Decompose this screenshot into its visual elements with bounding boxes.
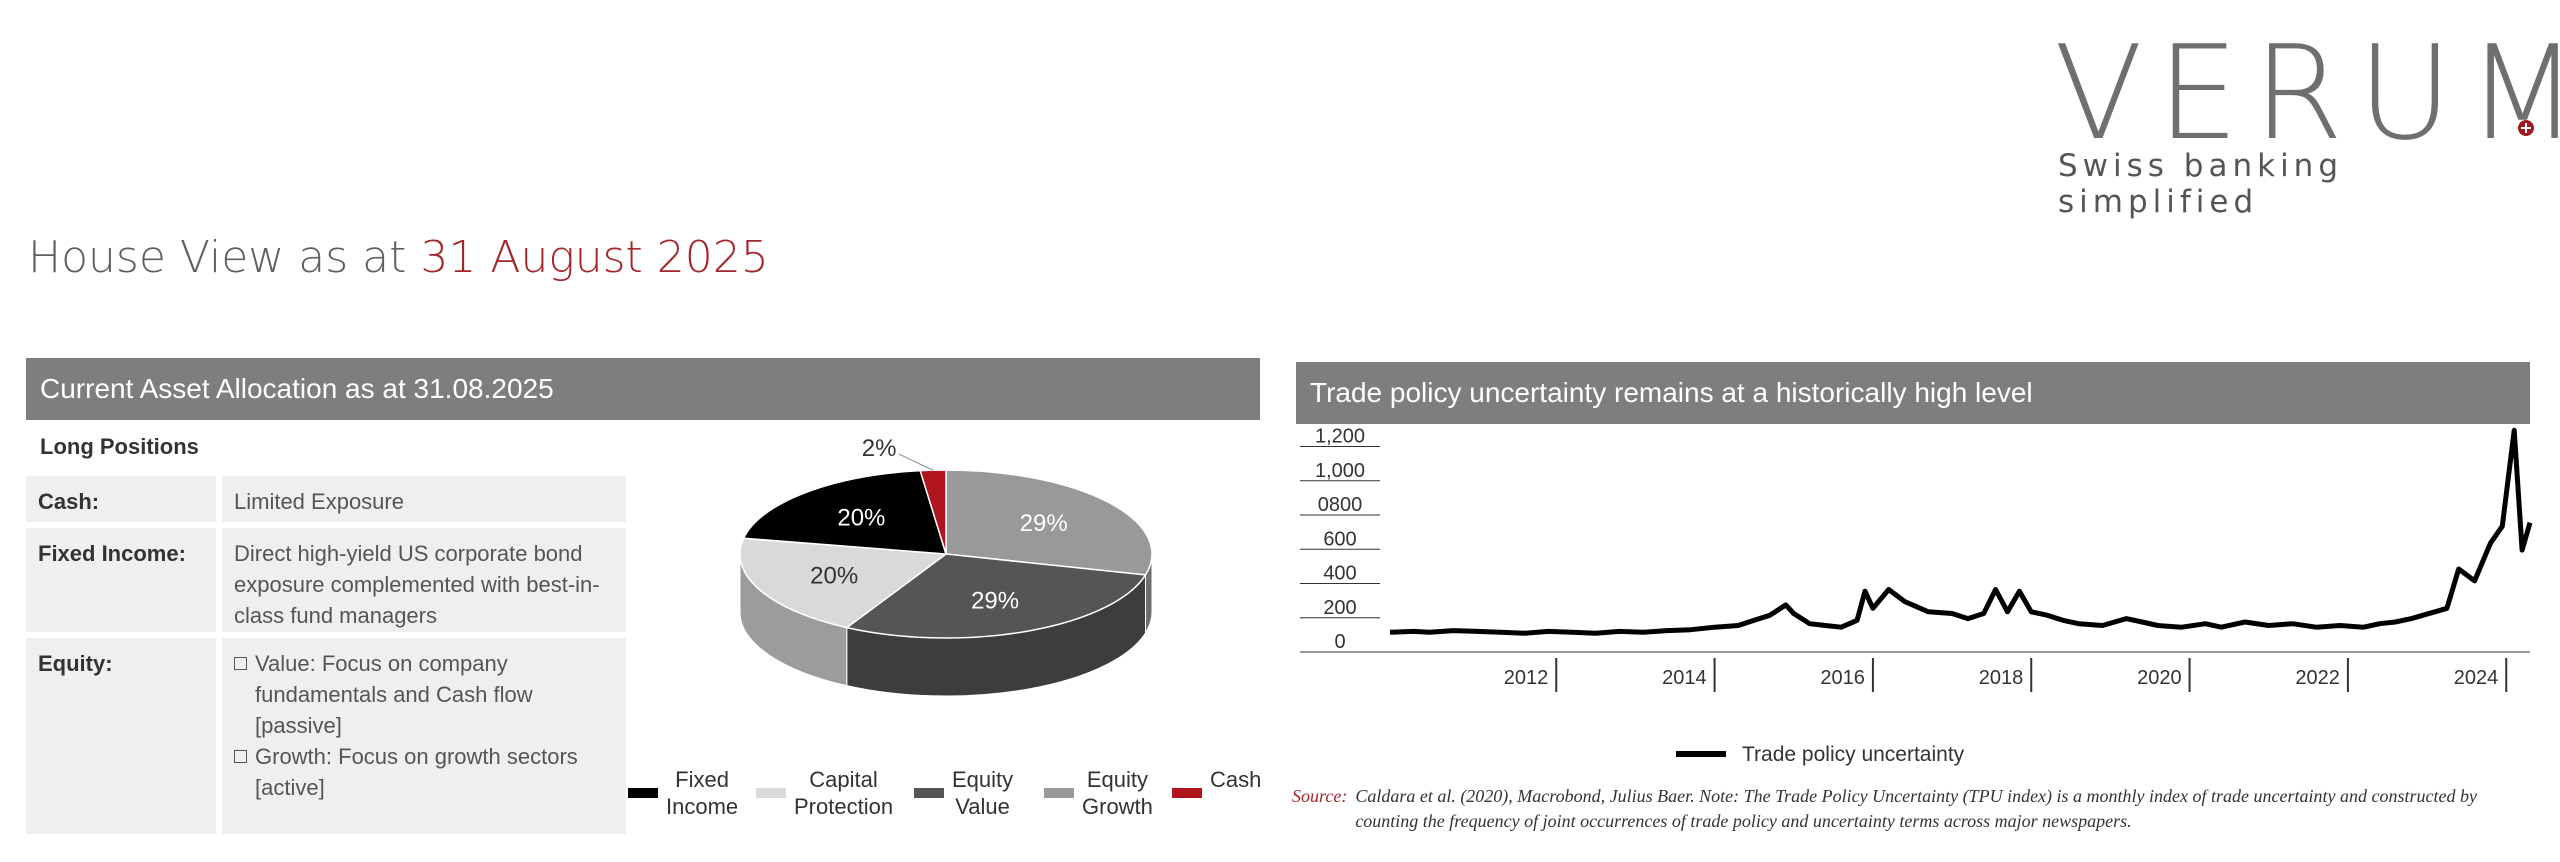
pie-label-fixed-income: 20% [837, 504, 885, 531]
x-tick-label: 2024 [2454, 667, 2499, 689]
y-tick-label: 600 [1323, 528, 1356, 550]
pie-legend-swatch [628, 788, 658, 798]
bullet-square-icon [234, 657, 247, 670]
cash-row-value: Limited Exposure [222, 476, 626, 522]
x-tick-label: 2014 [1662, 667, 1707, 689]
pie-label-equity-value: 29% [971, 587, 1019, 614]
equity-item-value: Value: Focus on company fundamentals and… [234, 648, 614, 741]
pie-legend-swatch [914, 788, 944, 798]
y-tick-label: 200 [1323, 597, 1356, 619]
source-text: Caldara et al. (2020), Macrobond, Julius… [1355, 786, 2477, 831]
pie-legend-label: Equity Growth [1082, 767, 1153, 819]
pie-label-cash: 2% [862, 435, 897, 462]
pie-label-capital-protection: 20% [810, 562, 858, 589]
equity-row-label: Equity: [26, 638, 216, 834]
allocation-header: Current Asset Allocation as at 31.08.202… [26, 358, 1260, 420]
equity-row-value: Value: Focus on company fundamentals and… [222, 638, 626, 834]
source-label: Source: [1292, 786, 1348, 806]
cash-row-label: Cash: [26, 476, 216, 522]
pie-legend-swatch [1044, 788, 1074, 798]
long-positions-label: Long Positions [40, 434, 199, 459]
x-tick-label: 2016 [1820, 667, 1865, 689]
page-title: House View as at 31 August 2025 [28, 232, 769, 283]
allocation-pie-chart: 29% 29% 20% 20% 2% [739, 435, 1153, 697]
y-tick-label: 400 [1323, 563, 1356, 585]
pie-legend-label: Equity Value [952, 767, 1014, 819]
logo-wordmark: VERUM [2054, 17, 2560, 169]
bullet-square-icon [234, 750, 247, 763]
x-tick-label: 2020 [2137, 667, 2182, 689]
logo-tagline: Swiss banking simplified [2058, 148, 2344, 220]
x-tick-label: 2012 [1504, 667, 1549, 689]
equity-item-growth: Growth: Focus on growth sectors [active] [234, 741, 614, 803]
pie-legend-label: Capital Protection [794, 767, 894, 819]
pie-slice-equity-value [844, 553, 1147, 639]
fixed-income-row-value: Direct high-yield US corporate bond expo… [222, 528, 626, 632]
page-title-date: 31 August 2025 [420, 232, 769, 283]
pie-slice-capital-protection [739, 537, 949, 629]
tpu-line-chart: 0 200 400 600 0800 1,000 1,200 2012 2014 2016 2018… [1300, 426, 2533, 766]
tpu-chart-header: Trade policy uncertainty remains at a hi… [1296, 362, 2530, 424]
line-legend-label: Trade policy uncertainty [1742, 743, 1965, 766]
verum-logo: VERUM Swiss banking simplified [2046, 28, 2560, 220]
x-tick-label: 2018 [1979, 667, 2024, 689]
pie-label-equity-growth: 29% [1020, 510, 1068, 537]
y-tick-label: 1,200 [1315, 426, 1365, 448]
x-tick-label: 2022 [2295, 667, 2340, 689]
page-title-prefix: House View as at [28, 232, 407, 283]
pie-legend-label: Cash [1210, 767, 1262, 792]
fixed-income-row-label: Fixed Income: [26, 528, 216, 632]
pie-slice-fixed-income [742, 469, 948, 555]
logo-cross-dot-icon [2518, 120, 2534, 136]
y-tick-label: 0 [1334, 631, 1345, 653]
pie-leader-line [898, 453, 934, 471]
pie-legend-swatch [1172, 788, 1202, 798]
y-tick-label: 1,000 [1315, 460, 1365, 482]
pie-legend-label: Fixed Income [666, 767, 739, 819]
pie-slice-equity-growth [945, 469, 1153, 576]
y-tick-label: 0800 [1318, 494, 1363, 516]
source-note: Source: Caldara et al. (2020), Macrobond,… [1292, 784, 2532, 834]
pie-legend-swatch [756, 788, 786, 798]
series-line-trade-policy-uncertainty [1389, 427, 2533, 636]
